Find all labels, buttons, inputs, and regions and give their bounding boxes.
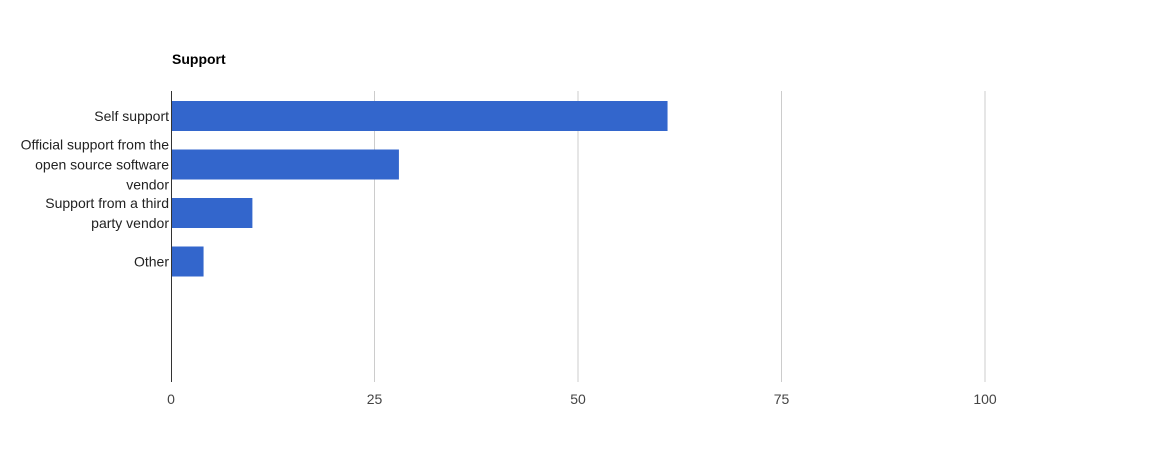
category-labels: Self support Official support from the ope… (21, 108, 170, 270)
bar (171, 101, 668, 131)
x-tick-label: 0 (167, 391, 175, 407)
category-label-line: Self support (94, 108, 169, 124)
bar (171, 149, 399, 180)
bar (171, 246, 204, 277)
bars (171, 101, 668, 277)
category-label: Self support (94, 108, 169, 124)
category-label-line: open source software (35, 157, 169, 173)
category-label-line: Official support from the (21, 137, 170, 153)
category-label-line: vendor (126, 177, 169, 193)
category-label-line: Support from a third (45, 195, 169, 211)
category-label-line: Other (134, 254, 169, 270)
chart-title: Support (172, 51, 226, 67)
category-label: Other (134, 254, 169, 270)
bar (171, 198, 253, 228)
category-label: Support from a third party vendor (45, 195, 169, 231)
x-tick-label: 100 (973, 391, 997, 407)
gridlines (374, 91, 986, 382)
x-tick-label: 50 (570, 391, 586, 407)
x-tick-label: 75 (774, 391, 790, 407)
x-axis-tick-labels: 0 25 50 75 100 (167, 391, 997, 407)
category-label: Official support from the open source sof… (21, 137, 170, 193)
x-tick-label: 25 (367, 391, 383, 407)
category-label-line: party vendor (91, 215, 169, 231)
